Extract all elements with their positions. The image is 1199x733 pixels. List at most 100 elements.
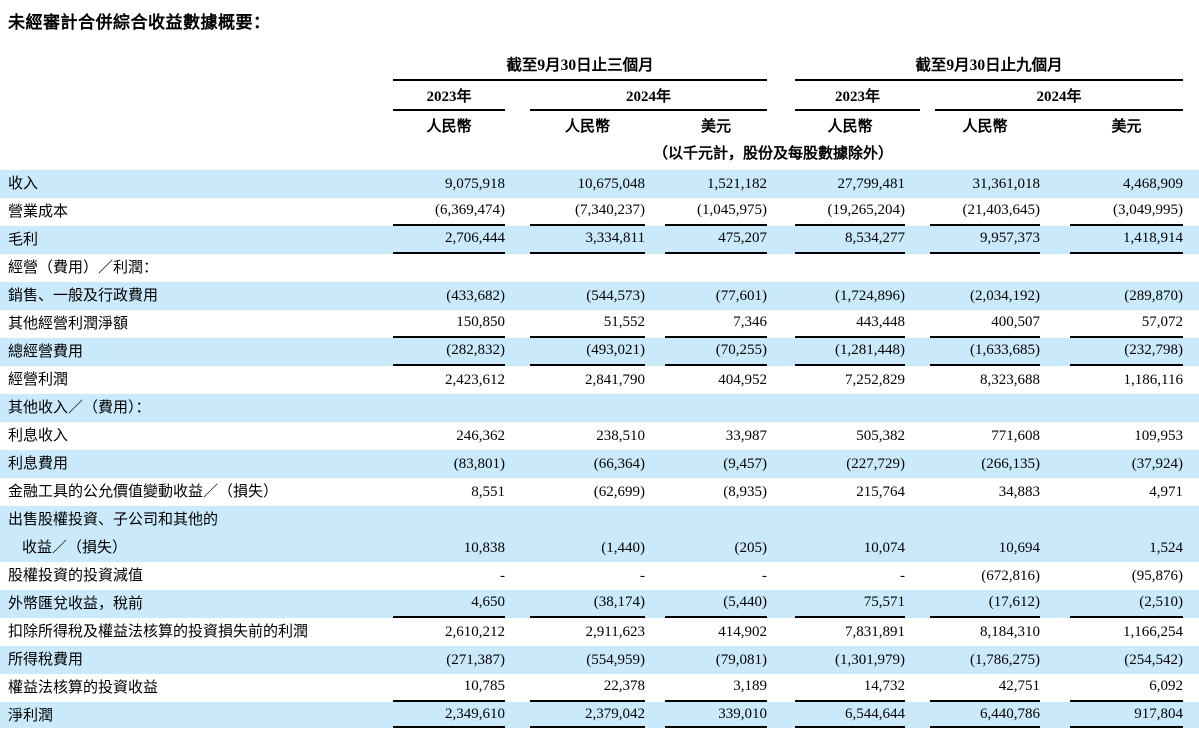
row-label: 淨利潤: [8, 708, 54, 724]
cell-value: (1,724,896): [835, 288, 905, 304]
cell-value: (79,081): [715, 652, 767, 668]
row-label: 利息收入: [8, 428, 69, 444]
cell-value: 771,608: [991, 428, 1040, 444]
cell-value: (544,573): [586, 288, 645, 304]
cell-value: 2,349,610: [393, 702, 505, 728]
cell-value: 42,751: [930, 674, 1040, 702]
cell-value: 6,544,644: [795, 702, 905, 728]
cell-value: [393, 254, 505, 282]
cell-value: (1,633,685): [930, 338, 1040, 366]
cell-value: (672,816): [981, 568, 1040, 584]
table-body: 收入 9,075,918 10,675,048 1,521,182 27,799,481…: [0, 170, 1199, 728]
cell-value: -: [640, 568, 645, 584]
cell-value: [930, 394, 1040, 422]
cell-value: 27,799,481: [837, 176, 906, 192]
cell-value: (493,021): [530, 338, 645, 366]
cell-value: (266,135): [981, 456, 1040, 472]
cell-value: 4,468,909: [1123, 176, 1183, 192]
table-row: 經營（費用）／利潤：: [0, 254, 1199, 282]
cell-value: -: [500, 568, 505, 584]
cell-value: (1,301,979): [835, 652, 905, 668]
cell-value: [393, 394, 505, 422]
row-label: 扣除所得稅及權益法核算的投資損失前的利潤: [8, 624, 309, 640]
cell-value: (282,832): [393, 338, 505, 366]
cell-value: (2,034,192): [970, 288, 1040, 304]
cell-value: 9,075,918: [445, 176, 505, 192]
cell-value: (6,369,474): [393, 198, 505, 226]
cell-value: (1,440): [601, 540, 645, 556]
year-header-2024-ytd: 2024年: [935, 81, 1183, 111]
page-title: 未經審計合併綜合收益數據概要：: [8, 13, 271, 32]
cell-value: 2,911,623: [585, 624, 645, 640]
cell-value: 22,378: [530, 674, 645, 702]
period-group-nine-months: 截至9月30日止九個月: [795, 51, 1183, 81]
currency-header-usd: 美元: [1111, 119, 1142, 135]
cell-value: (21,403,645): [930, 198, 1040, 226]
cell-value: 8,551: [471, 484, 505, 500]
cell-value: 2,423,612: [445, 372, 505, 388]
row-label: 金融工具的公允價值變動收益／（損失）: [8, 484, 279, 500]
table-row: 營業成本 (6,369,474) (7,340,237) (1,045,975) (19…: [0, 198, 1199, 226]
currency-header-usd: 美元: [700, 119, 731, 135]
cell-value: 1,521,182: [707, 176, 767, 192]
currency-header-row: 人民幣 人民幣 美元 人民幣 人民幣 美元: [0, 111, 1199, 141]
cell-value: 1,418,914: [1070, 226, 1183, 254]
row-label: 權益法核算的投資收益: [8, 680, 159, 696]
cell-value: 8,323,688: [980, 372, 1040, 388]
cell-value: 10,694: [998, 540, 1040, 556]
cell-value: 2,841,790: [585, 372, 645, 388]
cell-value: 6,440,786: [930, 702, 1040, 728]
cell-value: (1,045,975): [665, 198, 767, 226]
year-header-2023-ytd: 2023年: [795, 81, 920, 111]
currency-header-rmb: 人民幣: [564, 119, 610, 135]
row-label: 股權投資的投資減值: [8, 568, 144, 584]
cell-value: 7,252,829: [845, 372, 905, 388]
row-label: 所得稅費用: [8, 652, 84, 668]
cell-value: [795, 254, 905, 282]
cell-value: [665, 254, 767, 282]
cell-value: 2,379,042: [530, 702, 645, 728]
cell-value: (5,440): [665, 590, 767, 618]
cell-value: [530, 394, 645, 422]
cell-value: [1070, 394, 1183, 422]
unit-note: （以千元計，股份及每股數據除外）: [652, 146, 893, 162]
cell-value: (83,801): [453, 456, 505, 472]
row-label: 經營（費用）／利潤：: [8, 260, 159, 276]
cell-value: 2,610,212: [445, 624, 505, 640]
cell-value: 14,732: [795, 674, 905, 702]
cell-value: (289,870): [1124, 288, 1183, 304]
cell-value: (9,457): [723, 456, 767, 472]
year-header-2023-q: 2023年: [393, 81, 505, 111]
cell-value: 150,850: [393, 310, 505, 338]
row-label: 其他經營利潤淨額: [8, 316, 129, 332]
year-header-row: 2023年 2024年 2023年 2024年: [0, 81, 1199, 111]
year-header-2024-q: 2024年: [530, 81, 767, 111]
cell-value: 400,507: [930, 310, 1040, 338]
cell-value: [1070, 254, 1183, 282]
cell-value: 8,184,310: [980, 624, 1040, 640]
table-row: 毛利 2,706,444 3,334,811 475,207 8,534,277 9,95…: [0, 226, 1199, 254]
table-row: 扣除所得稅及權益法核算的投資損失前的利潤 2,610,212 2,911,623 41…: [0, 618, 1199, 646]
cell-value: (205): [734, 540, 768, 556]
cell-value: (19,265,204): [795, 198, 905, 226]
cell-value: 404,952: [718, 372, 767, 388]
cell-value: (7,340,237): [530, 198, 645, 226]
table-row: 所得稅費用 (271,387) (554,959) (79,081) (1,301,97…: [0, 646, 1199, 674]
cell-value: (3,049,995): [1070, 198, 1183, 226]
cell-value: (433,682): [446, 288, 505, 304]
table-row: 出售股權投資、子公司和其他的 收益／（損失） 10,838 (1,440) (205) 1…: [0, 506, 1199, 562]
currency-header-rmb: 人民幣: [962, 119, 1008, 135]
cell-value: 414,902: [718, 624, 767, 640]
cell-value: 339,010: [665, 702, 767, 728]
cell-value: 33,987: [725, 428, 767, 444]
table-row: 淨利潤 2,349,610 2,379,042 339,010 6,544,644 6,4…: [0, 702, 1199, 728]
table-row: 權益法核算的投資收益 10,785 22,378 3,189 14,732 42,751 6…: [0, 674, 1199, 702]
cell-value: -: [762, 568, 767, 584]
cell-value: (232,798): [1070, 338, 1183, 366]
currency-header-rmb: 人民幣: [827, 119, 873, 135]
row-label: 收入: [8, 176, 39, 192]
table-row: 其他收入／（費用）：: [0, 394, 1199, 422]
cell-value: 9,957,373: [930, 226, 1040, 254]
cell-value: (2,510): [1070, 590, 1183, 618]
cell-value: 4,971: [1149, 484, 1183, 500]
